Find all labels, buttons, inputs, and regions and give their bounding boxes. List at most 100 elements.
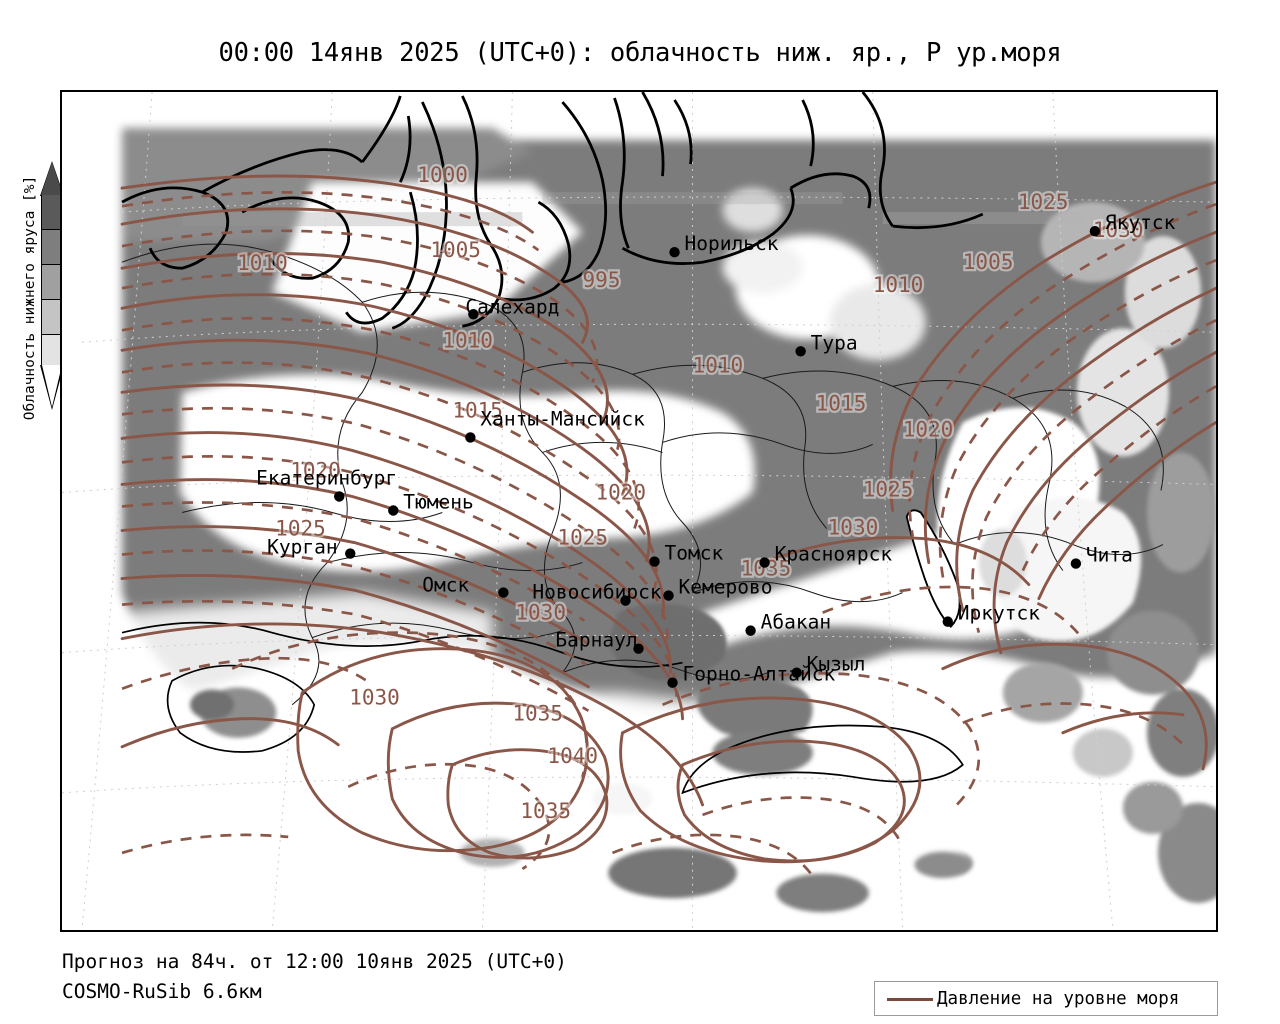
city-marker: Тюмень bbox=[388, 490, 474, 516]
pressure-line-swatch bbox=[887, 998, 933, 1001]
isobar-label-1030-19: 1030 bbox=[828, 515, 879, 540]
city-label: Томск bbox=[665, 542, 724, 565]
isobar-label-halo: 1005 bbox=[963, 249, 1014, 274]
city-marker: Салехард bbox=[465, 295, 559, 320]
city-dot bbox=[334, 491, 345, 502]
isobar-label-halo: 1020 bbox=[903, 416, 954, 441]
isobar-label-1020-11: 1020 bbox=[595, 479, 646, 504]
city-dot bbox=[465, 432, 476, 443]
colorbar-bottom-arrow bbox=[41, 365, 62, 407]
city-label: Омск bbox=[422, 574, 469, 597]
city-marker: Омск bbox=[422, 574, 509, 598]
city-label: Кызыл bbox=[807, 653, 866, 676]
city-dot bbox=[388, 505, 399, 516]
city-label: Курган bbox=[267, 536, 337, 559]
city-dot bbox=[620, 595, 631, 606]
isobar-label-1010-5: 1010 bbox=[442, 327, 493, 352]
forecast-info-line1: Прогноз на 84ч. от 12:00 10янв 2025 (UTC… bbox=[62, 950, 567, 973]
city-dot bbox=[663, 590, 674, 601]
colorbar-top-arrow bbox=[41, 162, 63, 195]
city-dot bbox=[468, 309, 479, 320]
isobar-label-halo: 1000 bbox=[417, 162, 468, 187]
city-marker: Абакан bbox=[745, 611, 831, 636]
isobar-label-1005-3: 1005 bbox=[963, 249, 1014, 274]
isobar-label-halo: 1025 bbox=[557, 525, 608, 550]
isobar-label-halo: 1010 bbox=[237, 250, 288, 275]
city-label: Тура bbox=[811, 331, 858, 354]
weather-map[interactable]: 1000 1000 995 995 1005 1005 1005 1005 1010 1010 10… bbox=[60, 90, 1218, 932]
isobar-label-1030-17: 1030 bbox=[515, 600, 566, 625]
isobar-label-1020-12: 1020 bbox=[903, 416, 954, 441]
city-marker: Курган bbox=[267, 536, 356, 559]
isobar-label-halo: 1010 bbox=[442, 327, 493, 352]
isobar-label-halo: 1030 bbox=[349, 685, 400, 710]
city-marker: Томск bbox=[649, 542, 724, 567]
city-label: Екатеринбург bbox=[256, 466, 397, 489]
city-dot bbox=[669, 246, 680, 258]
isobar-label-1025-16: 1025 bbox=[863, 476, 914, 501]
city-label: Чита bbox=[1086, 544, 1133, 567]
city-dot bbox=[759, 557, 770, 568]
model-name-line2: COSMO-RuSib 6.6км bbox=[62, 980, 262, 1003]
city-marker: Екатеринбург bbox=[256, 466, 397, 502]
city-marker: Якутск bbox=[1089, 211, 1176, 237]
city-marker: Новосибирск bbox=[532, 581, 662, 606]
isobar-label-halo: 1025 bbox=[1018, 189, 1069, 214]
isobar-label-halo: 1030 bbox=[515, 600, 566, 625]
city-label: Ханты-Мансийск bbox=[480, 407, 645, 430]
isobar-label-1025-14: 1025 bbox=[557, 525, 608, 550]
isobar-label-1015-9: 1015 bbox=[816, 390, 867, 415]
isobar-label-1030-20: 1030 bbox=[349, 685, 400, 710]
isobar-label-1030-18: 1030 bbox=[1093, 217, 1144, 242]
isobar-label-1035-22: 1035 bbox=[512, 701, 563, 726]
city-label: Барнаул bbox=[555, 629, 637, 652]
city-dot bbox=[649, 556, 660, 567]
isobar-label-halo: 1015 bbox=[816, 390, 867, 415]
city-dot bbox=[1070, 558, 1082, 569]
graticule bbox=[62, 92, 1216, 930]
city-label: Тюмень bbox=[403, 490, 473, 513]
legend-box: Давление на уровне моря bbox=[874, 981, 1218, 1016]
city-dot bbox=[745, 625, 756, 636]
isobar-label-1000-0: 1000 bbox=[417, 162, 468, 187]
city-dot bbox=[795, 346, 806, 357]
isobar-label-halo: 1020 bbox=[595, 479, 646, 504]
isobar-label-1040-24: 1040 bbox=[547, 743, 598, 768]
isobars-dashed bbox=[121, 191, 1216, 880]
city-marker: Чита bbox=[1070, 544, 1133, 569]
isobars-solid bbox=[120, 174, 1216, 864]
city-marker: Тура bbox=[795, 331, 858, 357]
isobar-label-995-1: 995 bbox=[582, 267, 620, 292]
isobar-label-halo: 1035 bbox=[520, 798, 571, 823]
city-dot bbox=[667, 677, 678, 688]
city-dot bbox=[1089, 225, 1101, 237]
coastline bbox=[121, 92, 984, 330]
city-marker: Горно-Алтайск bbox=[667, 663, 836, 688]
city-label: Якутск bbox=[1105, 211, 1176, 234]
isobar-label-1025-13: 1025 bbox=[275, 516, 326, 541]
isobar-label-halo: 1025 bbox=[863, 476, 914, 501]
city-label: Иркутск bbox=[958, 602, 1040, 625]
isobar-label-1020-10: 1020 bbox=[290, 457, 341, 482]
colorbar-axis-label: Облачность нижнего яруса [%] bbox=[22, 175, 38, 421]
isobar-label-halo: 995 bbox=[582, 267, 620, 292]
city-dot bbox=[498, 587, 509, 598]
city-dot bbox=[791, 667, 802, 678]
isobar-label-halo: 1005 bbox=[430, 237, 481, 262]
city-dot bbox=[942, 616, 953, 627]
isobar-label-1025-15: 1025 bbox=[1018, 189, 1069, 214]
isobar-label-halo: 1025 bbox=[275, 516, 326, 541]
city-label: Норильск bbox=[685, 232, 779, 255]
isobar-label-1010-7: 1010 bbox=[693, 352, 744, 377]
legend-label: Давление на уровне моря bbox=[937, 989, 1180, 1009]
isobar-label-halo: 1015 bbox=[452, 397, 503, 422]
page-title: 00:00 14янв 2025 (UTC+0): облачность ниж… bbox=[218, 38, 1062, 68]
isobar-label-halo: 1010 bbox=[693, 352, 744, 377]
city-label: Салехард bbox=[465, 295, 559, 318]
isobar-label-1010-6: 1010 bbox=[873, 272, 924, 297]
isobar-label-1010-4: 1010 bbox=[237, 250, 288, 275]
city-dot bbox=[633, 643, 644, 654]
isobar-label-halo: 1040 bbox=[547, 743, 598, 768]
isobar-label-1015-8: 1015 bbox=[452, 397, 503, 422]
